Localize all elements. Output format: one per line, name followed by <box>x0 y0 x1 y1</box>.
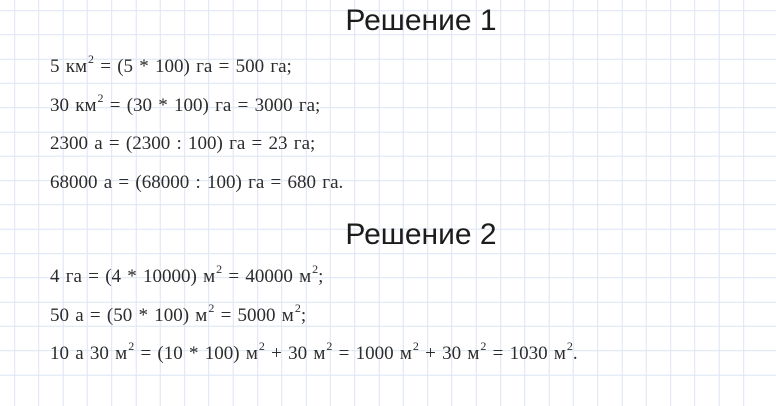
equation-line: 2300 а = (2300 : 100) га = 23 га; <box>50 125 776 164</box>
solution-1-lines: 5 км2 = (5 * 100) га = 500 га; 30 км2 = (… <box>0 48 776 202</box>
equation-line: 30 км2 = (30 * 100) га = 3000 га; <box>50 87 776 126</box>
equation-text: 50 а = (50 * 100) м <box>50 304 208 326</box>
equation-line: 10 а 30 м2 = (10 * 100) м2 + 30 м2 = 100… <box>50 335 776 374</box>
equation-text: = 5000 м <box>214 304 294 326</box>
equation-text: ; <box>300 304 307 326</box>
superscript-exponent: 2 <box>88 52 95 66</box>
solution-sheet: Решение 1 5 км2 = (5 * 100) га = 500 га;… <box>0 6 776 406</box>
superscript-exponent: 2 <box>566 339 573 353</box>
equation-text: = 1030 м <box>486 343 566 364</box>
solution-2-title: Решение 2 <box>345 218 497 251</box>
equation-text: 68000 а = (68000 : 100) га = 680 га. <box>50 171 344 193</box>
superscript-exponent: 2 <box>208 300 215 315</box>
equation-text: ; <box>318 266 324 287</box>
superscript-exponent: 2 <box>294 300 301 315</box>
equation-text: 2300 а = (2300 : 100) га = 23 га; <box>50 133 316 154</box>
solution-2-lines: 4 га = (4 * 10000) м2 = 40000 м2; 50 а = … <box>0 258 776 374</box>
equation-text: = 1000 м <box>332 343 412 364</box>
equation-text: = 40000 м <box>222 266 312 287</box>
equation-text: = (30 * 100) га = 3000 га; <box>103 94 321 116</box>
superscript-exponent: 2 <box>216 262 223 276</box>
equation-text: 4 га = (4 * 10000) м <box>50 266 216 287</box>
solution-1-title: Решение 1 <box>345 4 497 37</box>
equation-text: 10 а 30 м <box>50 343 128 364</box>
superscript-exponent: 2 <box>128 339 135 353</box>
equation-text: 5 км <box>50 56 88 77</box>
superscript-exponent: 2 <box>97 90 104 105</box>
equation-text: = (5 * 100) га = 500 га; <box>94 56 292 77</box>
equation-line: 5 км2 = (5 * 100) га = 500 га; <box>50 48 776 87</box>
equation-text: + 30 м <box>264 343 326 364</box>
superscript-exponent: 2 <box>258 339 265 353</box>
equation-text: + 30 м <box>418 343 480 364</box>
equation-text: = (10 * 100) м <box>134 343 258 364</box>
equation-line: 4 га = (4 * 10000) м2 = 40000 м2; <box>50 258 776 297</box>
equation-text: . <box>572 343 578 364</box>
superscript-exponent: 2 <box>312 262 319 276</box>
superscript-exponent: 2 <box>480 339 487 353</box>
superscript-exponent: 2 <box>412 339 419 353</box>
equation-line: 50 а = (50 * 100) м2 = 5000 м2; <box>50 297 776 336</box>
equation-text: 30 км <box>50 94 97 116</box>
superscript-exponent: 2 <box>326 339 333 353</box>
equation-line: 68000 а = (68000 : 100) га = 680 га. <box>50 164 776 203</box>
